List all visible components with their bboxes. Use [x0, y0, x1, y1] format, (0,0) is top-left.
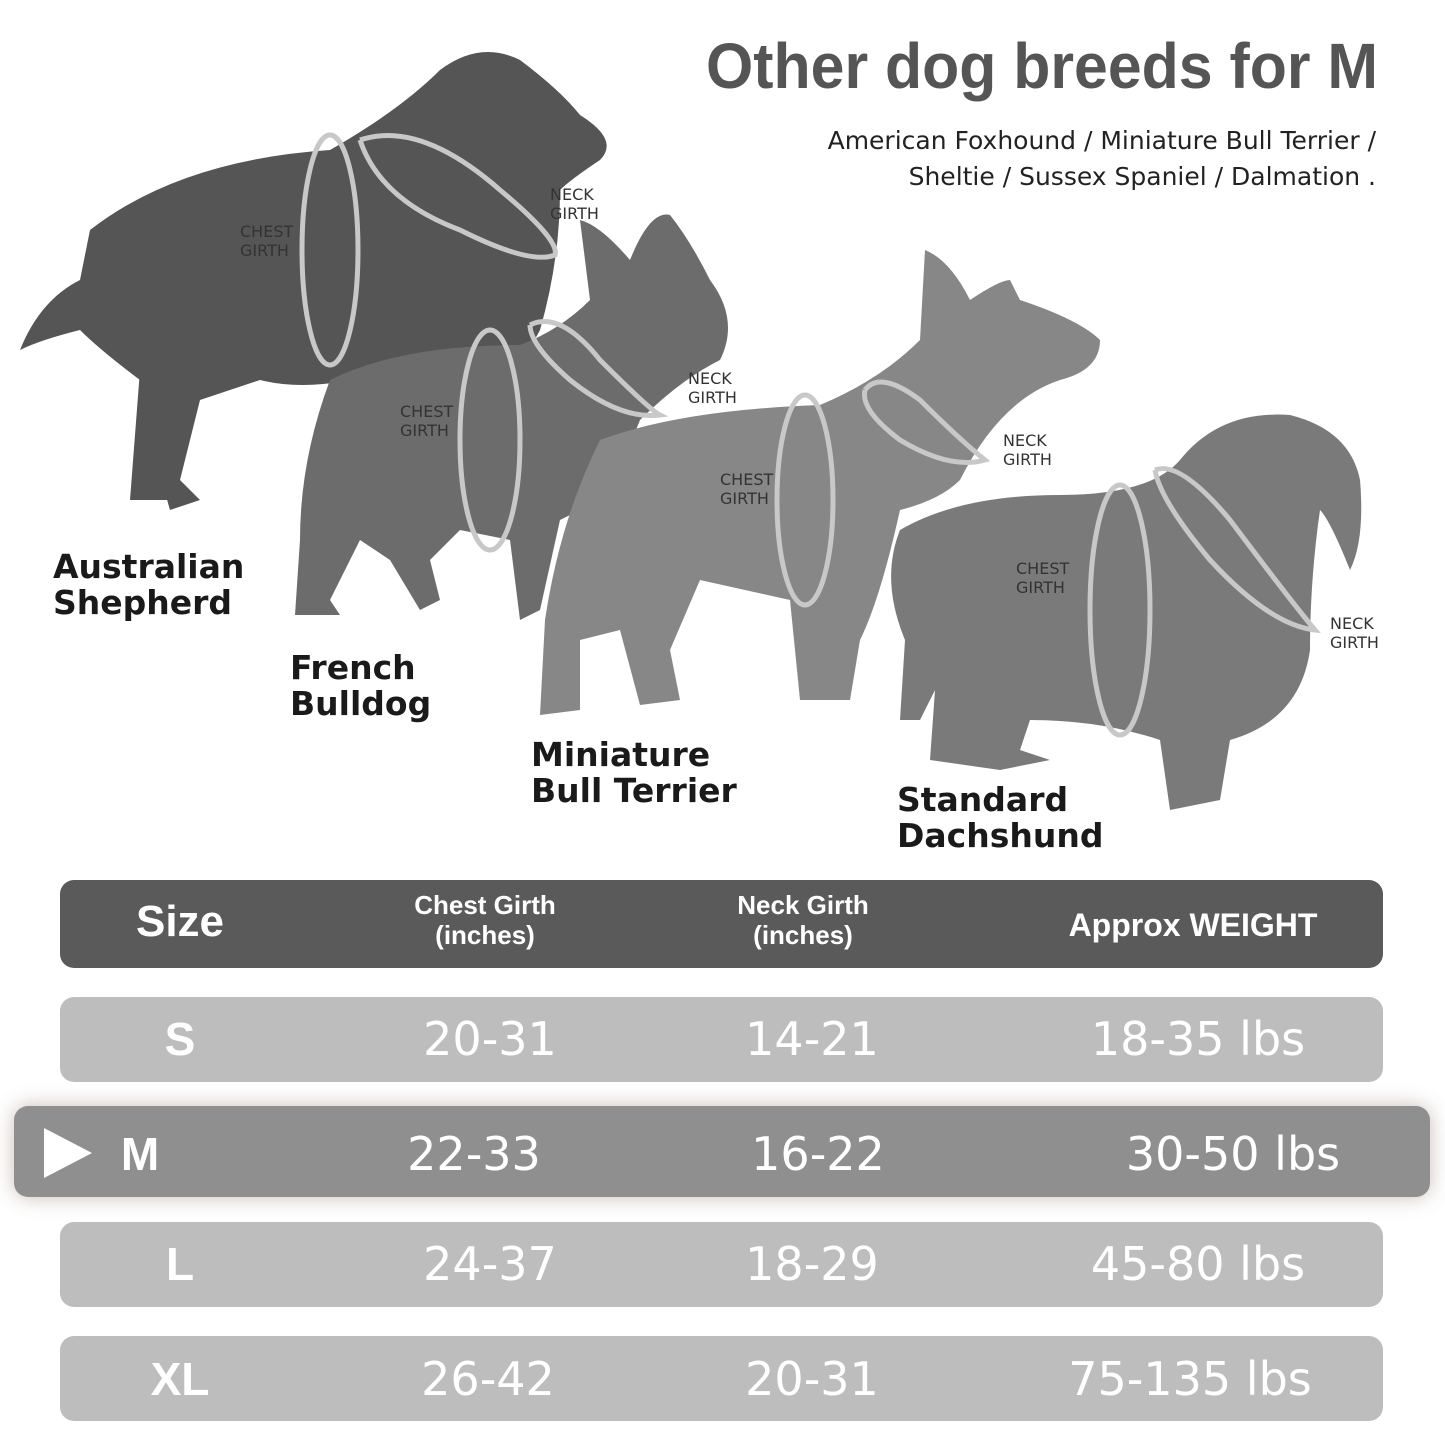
- size-label: S: [165, 1013, 196, 1065]
- chest-girth-label: CHEST: [1016, 559, 1069, 578]
- table-row: [60, 997, 1383, 1082]
- column-header: Size: [136, 897, 224, 946]
- girth-ring: [457, 327, 523, 553]
- chest-girth-label: CHEST: [240, 222, 293, 241]
- table-cell: 75-135 lbs: [1068, 1352, 1312, 1406]
- girth-ring: [357, 133, 558, 260]
- table-cell: 26-42: [421, 1352, 555, 1406]
- girth-ring: [774, 392, 836, 608]
- table-cell: 24-37: [423, 1237, 557, 1291]
- breed-name: Standard: [897, 780, 1068, 819]
- neck-girth-label: GIRTH: [688, 388, 737, 407]
- table-cell: 45-80 lbs: [1091, 1237, 1305, 1291]
- subtitle-line: American Foxhound / Miniature Bull Terri…: [828, 126, 1377, 155]
- chest-girth-label: GIRTH: [1016, 578, 1065, 597]
- breed-name: Bulldog: [290, 684, 431, 723]
- neck-girth-label: NECK: [1330, 614, 1374, 633]
- column-header: Neck Girth: [737, 890, 869, 920]
- table-cell: 14-21: [745, 1012, 879, 1066]
- subtitle-line: Sheltie / Sussex Spaniel / Dalmation .: [909, 162, 1376, 191]
- column-header: (inches): [435, 920, 535, 950]
- title: Other dog breeds for M: [706, 30, 1378, 102]
- breed-name: Australian: [53, 547, 244, 586]
- breed-name: Dachshund: [897, 816, 1103, 855]
- breed-name: Bull Terrier: [531, 771, 738, 810]
- dachshund-silhouette: [891, 414, 1362, 810]
- girth-ring: [1152, 466, 1321, 634]
- column-header: (inches): [753, 920, 853, 950]
- neck-girth-label: NECK: [688, 369, 732, 388]
- table-row-highlight: [14, 1106, 1430, 1197]
- table-cell: 20-31: [423, 1012, 557, 1066]
- table-cell: 30-50 lbs: [1126, 1127, 1340, 1181]
- chest-girth-label: CHEST: [720, 470, 773, 489]
- girth-ring: [527, 319, 669, 419]
- size-label: M: [121, 1128, 159, 1180]
- neck-girth-label: NECK: [550, 185, 594, 204]
- neck-girth-label: GIRTH: [1330, 633, 1379, 652]
- girth-ring: [861, 379, 991, 465]
- shepherd-silhouette: [20, 52, 607, 510]
- neck-girth-label: NECK: [1003, 431, 1047, 450]
- column-header: Chest Girth: [414, 890, 556, 920]
- table-cell: 18-29: [745, 1237, 879, 1291]
- table-cell: 16-22: [751, 1127, 885, 1181]
- table-cell: 20-31: [745, 1352, 879, 1406]
- neck-girth-label: GIRTH: [1003, 450, 1052, 469]
- chest-girth-label: GIRTH: [400, 421, 449, 440]
- neck-girth-label: GIRTH: [550, 204, 599, 223]
- table-row: [60, 1222, 1383, 1307]
- table-cell: 18-35 lbs: [1091, 1012, 1305, 1066]
- chest-girth-label: GIRTH: [720, 489, 769, 508]
- table-header: [60, 880, 1383, 968]
- table-row: [60, 1336, 1383, 1421]
- bullterrier-silhouette: [540, 250, 1100, 715]
- breed-name: Shepherd: [53, 583, 232, 622]
- breed-name: Miniature: [531, 735, 710, 774]
- column-header: Approx WEIGHT: [1069, 907, 1318, 943]
- girth-ring: [1087, 482, 1153, 738]
- breed-name: French: [290, 648, 416, 687]
- chest-girth-label: CHEST: [400, 402, 453, 421]
- girth-ring: [299, 132, 361, 368]
- table-cell: 22-33: [407, 1127, 541, 1181]
- highlight-arrow: [44, 1128, 92, 1178]
- size-label: L: [166, 1238, 194, 1290]
- bulldog-silhouette: [295, 214, 728, 620]
- chest-girth-label: GIRTH: [240, 241, 289, 260]
- size-label: XL: [151, 1353, 210, 1405]
